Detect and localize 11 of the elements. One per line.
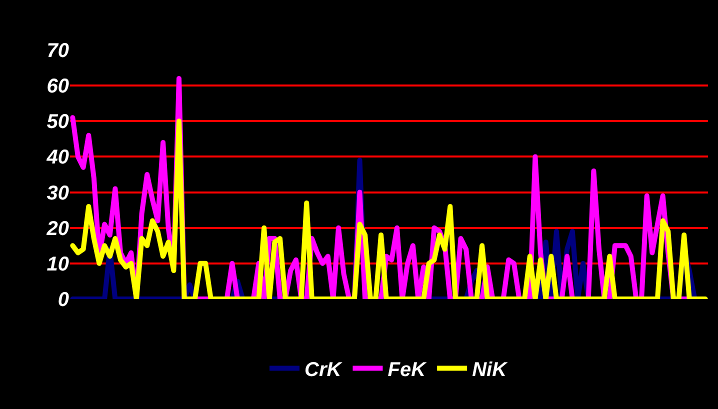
y-tick-label: 10 [46, 253, 69, 276]
legend-label: NiK [472, 359, 508, 382]
y-tick-label: 30 [46, 182, 69, 204]
y-tick-label: 20 [46, 218, 69, 240]
y-tick-label: 40 [46, 146, 69, 169]
y-tick-label: 50 [46, 111, 69, 134]
y-tick-label: 70 [46, 40, 69, 62]
y-tick-label: 60 [46, 76, 69, 98]
y-tick-label: 0 [58, 289, 69, 311]
legend-label: FeK [388, 359, 428, 382]
legend-label: CrK [304, 359, 343, 382]
